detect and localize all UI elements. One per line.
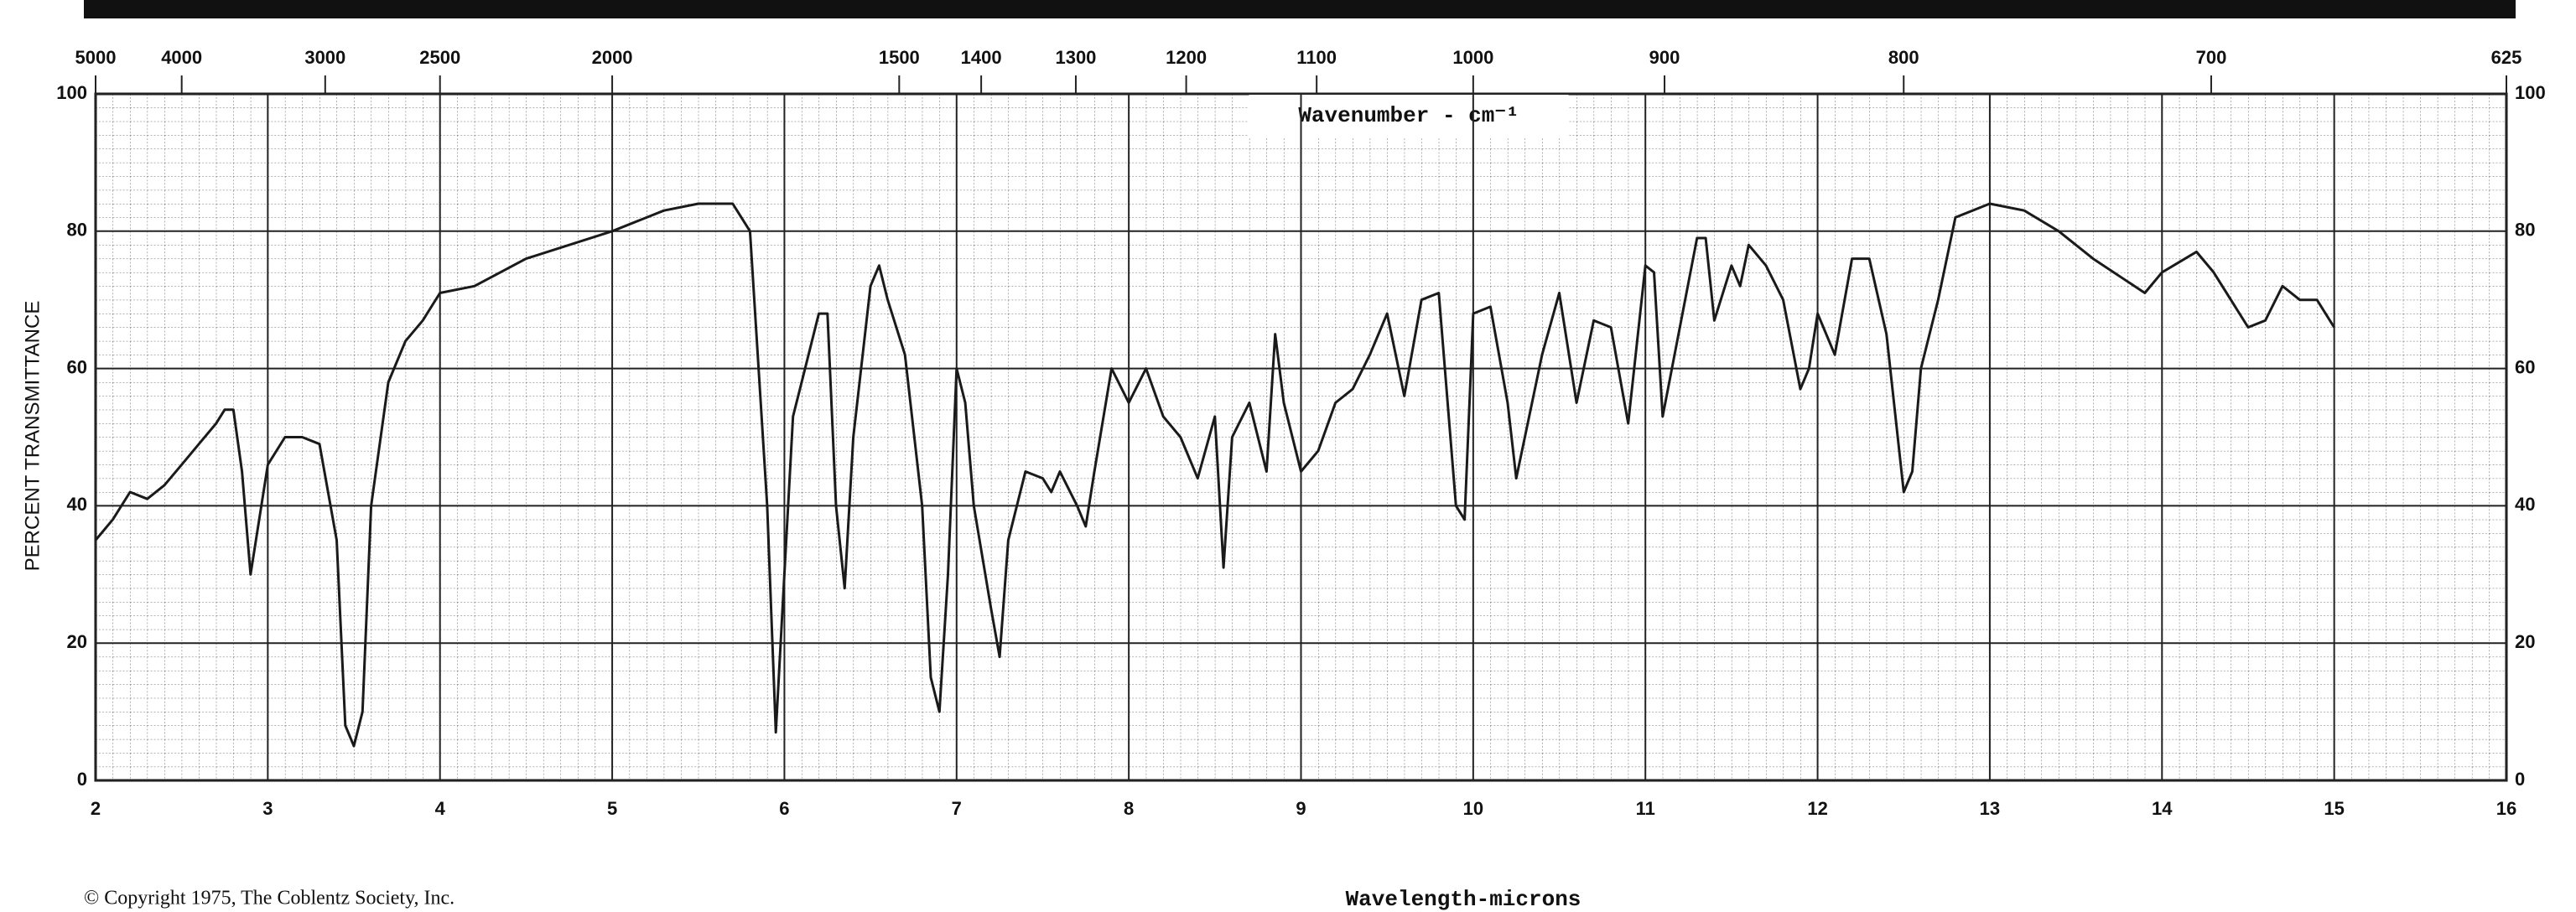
y-tick-label-right: 40 — [2515, 494, 2535, 515]
y-tick-label: 20 — [67, 631, 87, 652]
x-tick-label: 6 — [779, 798, 789, 819]
x-tick-label: 12 — [1807, 798, 1827, 819]
y-tick-label-right: 20 — [2515, 631, 2535, 652]
chart-body: 2 3 4 5 6 7 8 9 10 11 12 13 14 15 16 0 0 20 20 40 40 60 60 80 80… — [56, 47, 2545, 819]
x-tick-label: 13 — [1980, 798, 2000, 819]
x-tick-label: 10 — [1463, 798, 1483, 819]
x-tick-label: 2 — [91, 798, 101, 819]
y-tick-label-right: 0 — [2515, 769, 2525, 790]
x-tick-label: 14 — [2152, 798, 2173, 819]
top-tick-label: 625 — [2491, 47, 2522, 68]
top-tick-label: 3000 — [304, 47, 345, 68]
top-tick-label: 700 — [2196, 47, 2227, 68]
y-tick-label: 80 — [67, 220, 87, 241]
y-tick-label: 60 — [67, 356, 87, 377]
top-tick-label: 1100 — [1296, 47, 1337, 68]
x-tick-label: 11 — [1636, 798, 1655, 819]
annotation: Wavenumber - cm⁻¹ — [1298, 103, 1519, 128]
y-tick-label: 0 — [77, 769, 87, 790]
y-tick-label-right: 60 — [2515, 356, 2535, 377]
x-axis-label: Wavelength-microns — [1346, 887, 1581, 912]
annotation-box — [1249, 93, 1569, 138]
y-tick-label: 100 — [56, 82, 87, 103]
x-tick-label: 3 — [262, 798, 273, 819]
spectrum-line — [94, 202, 2335, 748]
x-tick-label: 7 — [952, 798, 962, 819]
top-tick-label: 1400 — [961, 47, 1002, 68]
x-tick-label: 15 — [2324, 798, 2344, 819]
y-tick-label-right: 80 — [2515, 220, 2535, 241]
top-tick-label: 1300 — [1055, 47, 1096, 68]
y-axis-label: PERCENT TRANSMITTANCE — [21, 301, 44, 572]
x-tick-label: 4 — [435, 798, 446, 819]
x-tick-label: 5 — [607, 798, 617, 819]
top-tick-label: 4000 — [161, 47, 202, 68]
top-tick-label: 2500 — [419, 47, 460, 68]
top-tick-label: 800 — [1888, 47, 1919, 68]
top-tick-label: 1200 — [1166, 47, 1207, 68]
x-tick-label: 16 — [2496, 798, 2516, 819]
copyright: © Copyright 1975, The Coblentz Society, … — [84, 888, 454, 909]
x-tick-label: 9 — [1296, 798, 1306, 819]
y-tick-label: 40 — [67, 494, 87, 515]
top-tick-label: 1000 — [1452, 47, 1493, 68]
top-tick-label: 5000 — [75, 47, 117, 68]
top-tick-label: 2000 — [592, 47, 633, 68]
top-tick-label: 900 — [1649, 47, 1680, 68]
x-tick-label: 8 — [1124, 798, 1134, 819]
y-tick-label-right: 100 — [2515, 82, 2546, 103]
top-border — [84, 0, 2516, 18]
top-tick-label: 1500 — [879, 47, 920, 68]
